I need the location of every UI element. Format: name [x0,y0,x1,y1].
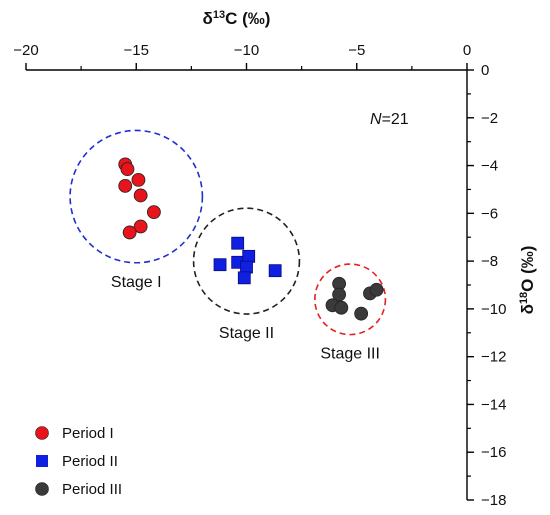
y-tick-label: −4 [481,158,498,175]
data-point [122,225,137,240]
stage-group-label: Stage I [111,274,162,291]
data-point [354,306,369,321]
stage-group-label: Stage II [219,325,274,342]
y-tick-label: −18 [481,492,506,509]
y-tick-label: −8 [481,253,498,270]
data-point [118,178,133,193]
data-point [231,236,245,250]
data-point [131,172,146,187]
y-tick-label: −10 [481,301,506,318]
sample-count-annotation: N=21 [370,111,409,128]
stage-groups: Stage I Stage II Stage III [69,129,387,363]
legend: Period I Period II Period III [35,425,122,498]
y-tick-label: −2 [481,110,498,127]
y-tick-label: −6 [481,205,498,222]
data-point [213,258,227,272]
stage-group-circle [314,263,387,336]
stage-group-label: Stage III [320,346,380,363]
data-point [120,162,135,177]
x-axis-title: δ13C (‰) [203,9,271,28]
data-point [369,282,384,297]
y-tick-label: −12 [481,349,506,366]
legend-marker [35,426,49,440]
legend-label: Period I [62,425,114,442]
x-tick-label: −5 [348,42,365,59]
data-point [146,205,161,220]
data-point [332,287,347,302]
data-point [133,188,148,203]
y-tick-label: −16 [481,444,506,461]
legend-label: Period III [62,481,122,498]
x-tick-label: −15 [124,42,149,59]
legend-label: Period II [62,453,118,470]
stage-group-circle [69,129,204,264]
data-point [240,260,253,274]
stage-group-circle [192,207,301,315]
x-tick-label: −10 [234,42,259,59]
y-tick-label: −14 [481,396,506,413]
data-point [334,300,349,315]
axes: −20 −15 −10 −5 00 −2 −4 −6 −8 −10 −12 −14 −16 −18 [13,42,506,509]
y-axis-title: δ18O (‰) [518,246,537,315]
data-points [118,157,384,321]
data-point [237,271,251,285]
legend-marker [36,455,48,467]
data-point [133,219,148,234]
data-point [268,264,282,278]
y-tick-label: 0 [481,62,489,79]
x-tick-label: 0 [463,42,471,59]
x-tick-label: −20 [13,42,38,59]
data-point [242,249,256,263]
legend-marker [35,482,49,496]
